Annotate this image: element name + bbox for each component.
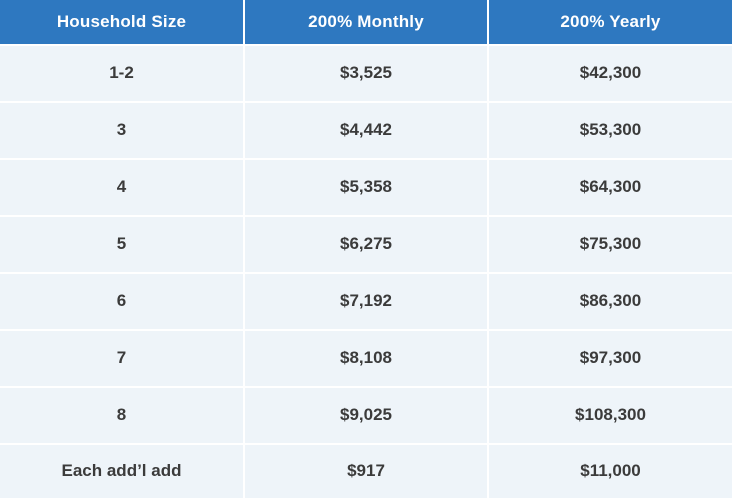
column-header-household-size: Household Size	[0, 0, 245, 46]
monthly-amount-cell: $3,525	[243, 44, 489, 103]
table-body: 1-2 $3,525 $42,300 3 $4,442 $53,300 4 $5…	[0, 44, 732, 498]
household-size-cell: 1-2	[0, 44, 245, 103]
monthly-amount-cell: $7,192	[243, 271, 489, 331]
yearly-amount-cell: $97,300	[487, 328, 732, 388]
yearly-amount-cell: $75,300	[487, 214, 732, 274]
table-row: 8 $9,025 $108,300	[0, 385, 732, 445]
yearly-amount-cell: $64,300	[487, 157, 732, 217]
monthly-amount-cell: $4,442	[243, 100, 489, 160]
table-row: 7 $8,108 $97,300	[0, 328, 732, 388]
household-size-cell: 5	[0, 214, 245, 274]
header-row: Household Size 200% Monthly 200% Yearly	[0, 0, 732, 46]
column-header-200-yearly: 200% Yearly	[487, 0, 732, 46]
table-row: 4 $5,358 $64,300	[0, 157, 732, 217]
table-row: 5 $6,275 $75,300	[0, 214, 732, 274]
monthly-amount-cell: $9,025	[243, 385, 489, 445]
table-row: Each add’l add $917 $11,000	[0, 442, 732, 498]
monthly-amount-cell: $917	[243, 442, 489, 498]
household-size-cell: 8	[0, 385, 245, 445]
table-row: 3 $4,442 $53,300	[0, 100, 732, 160]
table-row: 6 $7,192 $86,300	[0, 271, 732, 331]
household-size-cell: 7	[0, 328, 245, 388]
household-size-cell: 4	[0, 157, 245, 217]
monthly-amount-cell: $8,108	[243, 328, 489, 388]
household-size-cell: Each add’l add	[0, 442, 245, 498]
column-header-200-monthly: 200% Monthly	[243, 0, 489, 46]
household-size-cell: 3	[0, 100, 245, 160]
table-header: Household Size 200% Monthly 200% Yearly	[0, 0, 732, 46]
table-row: 1-2 $3,525 $42,300	[0, 44, 732, 103]
yearly-amount-cell: $11,000	[487, 442, 732, 498]
yearly-amount-cell: $53,300	[487, 100, 732, 160]
monthly-amount-cell: $6,275	[243, 214, 489, 274]
yearly-amount-cell: $108,300	[487, 385, 732, 445]
yearly-amount-cell: $42,300	[487, 44, 732, 103]
monthly-amount-cell: $5,358	[243, 157, 489, 217]
yearly-amount-cell: $86,300	[487, 271, 732, 331]
household-size-cell: 6	[0, 271, 245, 331]
